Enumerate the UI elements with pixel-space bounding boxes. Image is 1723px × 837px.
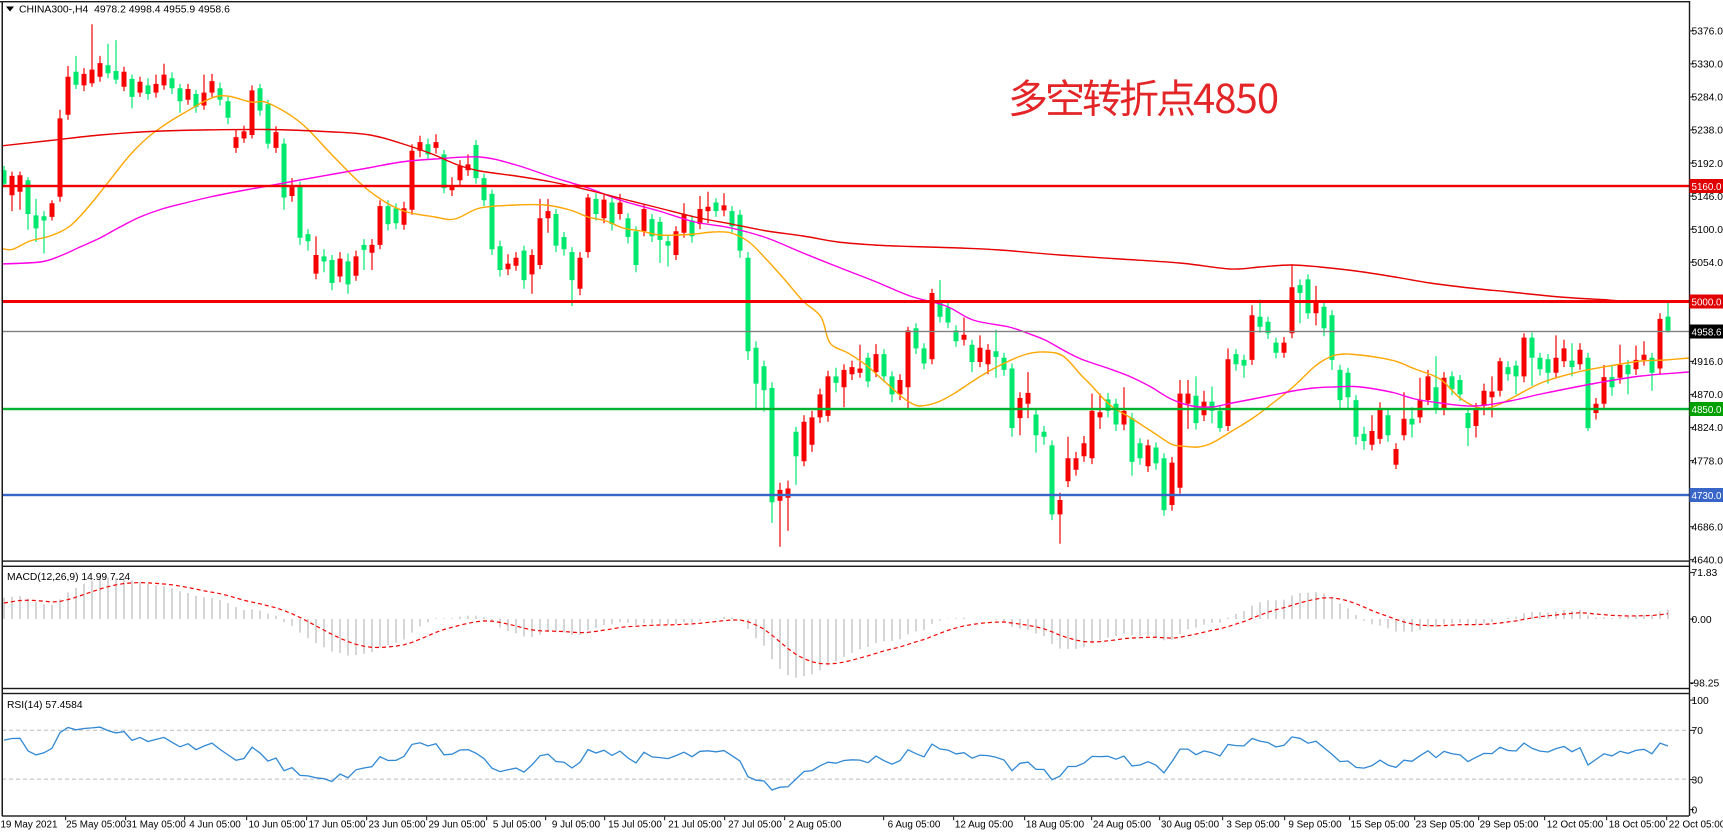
svg-text:30: 30: [1692, 775, 1704, 786]
svg-text:18 Aug 05:00: 18 Aug 05:00: [1026, 820, 1085, 831]
svg-text:12 Oct 05:00: 12 Oct 05:00: [1547, 820, 1604, 831]
svg-text:5192.0: 5192.0: [1692, 159, 1723, 170]
svg-text:5146.0: 5146.0: [1692, 192, 1723, 203]
svg-text:30 Aug 05:00: 30 Aug 05:00: [1161, 820, 1220, 831]
svg-text:5054.0: 5054.0: [1692, 258, 1723, 269]
svg-text:25 May 05:00: 25 May 05:00: [66, 820, 126, 831]
svg-text:-98.25: -98.25: [1690, 679, 1719, 690]
svg-text:4640.0: 4640.0: [1692, 555, 1723, 566]
svg-text:24 Aug 05:00: 24 Aug 05:00: [1093, 820, 1152, 831]
svg-text:5000.0: 5000.0: [1692, 298, 1722, 309]
svg-text:29 Sep 05:00: 29 Sep 05:00: [1480, 820, 1539, 831]
svg-text:23 Jun 05:00: 23 Jun 05:00: [368, 820, 426, 831]
svg-text:4730.0: 4730.0: [1692, 491, 1722, 502]
svg-text:9 Jul 05:00: 9 Jul 05:00: [552, 820, 601, 831]
svg-text:10 Jun 05:00: 10 Jun 05:00: [248, 820, 306, 831]
svg-text:23 Sep 05:00: 23 Sep 05:00: [1416, 820, 1475, 831]
svg-text:18 Oct 05:00: 18 Oct 05:00: [1609, 820, 1666, 831]
svg-text:100: 100: [1692, 696, 1709, 707]
svg-text:5238.0: 5238.0: [1692, 126, 1723, 137]
svg-text:CHINA300-,H4 4978.2 4998.4 49: CHINA300-,H4 4978.2 4998.4 4955.9 4958.6: [19, 5, 230, 16]
svg-text:5160.0: 5160.0: [1692, 182, 1722, 193]
svg-text:MACD(12,26,9) 14.99 7.24: MACD(12,26,9) 14.99 7.24: [7, 572, 130, 583]
svg-text:70: 70: [1692, 726, 1704, 737]
svg-text:71.83: 71.83: [1692, 568, 1718, 579]
svg-text:4824.0: 4824.0: [1692, 423, 1723, 434]
svg-text:RSI(14) 57.4584: RSI(14) 57.4584: [7, 700, 83, 711]
svg-text:2 Aug 05:00: 2 Aug 05:00: [789, 820, 842, 831]
svg-text:22 Oct 05:00: 22 Oct 05:00: [1669, 820, 1723, 831]
svg-text:12 Aug 05:00: 12 Aug 05:00: [955, 820, 1014, 831]
svg-text:4 Jun 05:00: 4 Jun 05:00: [189, 820, 241, 831]
svg-text:4686.0: 4686.0: [1692, 522, 1723, 533]
svg-text:6 Aug 05:00: 6 Aug 05:00: [888, 820, 941, 831]
svg-text:4916.0: 4916.0: [1692, 357, 1723, 368]
svg-text:5330.0: 5330.0: [1692, 60, 1723, 71]
svg-text:5100.0: 5100.0: [1692, 225, 1723, 236]
svg-text:15 Jul 05:00: 15 Jul 05:00: [608, 820, 662, 831]
svg-text:19 May 2021: 19 May 2021: [0, 820, 58, 831]
svg-text:31 May 05:00: 31 May 05:00: [126, 820, 186, 831]
svg-text:5284.0: 5284.0: [1692, 93, 1723, 104]
svg-text:0.00: 0.00: [1692, 615, 1712, 626]
svg-text:5376.0: 5376.0: [1692, 27, 1723, 38]
svg-text:5 Jul 05:00: 5 Jul 05:00: [493, 820, 542, 831]
svg-text:4778.0: 4778.0: [1692, 456, 1723, 467]
svg-text:17 Jun 05:00: 17 Jun 05:00: [308, 820, 366, 831]
svg-text:27 Jul 05:00: 27 Jul 05:00: [728, 820, 782, 831]
svg-text:4850.0: 4850.0: [1692, 405, 1722, 416]
svg-text:4870.0: 4870.0: [1692, 390, 1723, 401]
svg-text:4958.6: 4958.6: [1692, 328, 1722, 339]
svg-text:9 Sep 05:00: 9 Sep 05:00: [1288, 820, 1342, 831]
svg-text:3 Sep 05:00: 3 Sep 05:00: [1226, 820, 1280, 831]
svg-text:15 Sep 05:00: 15 Sep 05:00: [1351, 820, 1410, 831]
svg-text:21 Jul 05:00: 21 Jul 05:00: [668, 820, 722, 831]
svg-text:29 Jun 05:00: 29 Jun 05:00: [428, 820, 486, 831]
svg-text:0: 0: [1692, 805, 1698, 816]
